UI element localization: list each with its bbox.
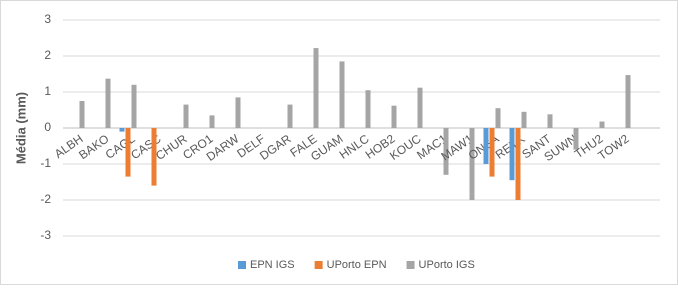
bar [339,61,345,128]
legend-swatch [238,261,246,269]
legend-label: UPorto IGS [419,259,475,271]
legend-swatch [314,261,323,269]
bar [183,104,189,128]
y-tick-label: 3 [44,12,51,26]
bar [287,104,293,128]
y-tick-label: -2 [40,192,51,206]
bar [313,48,319,128]
bar [443,128,449,175]
y-tick-label: -1 [40,156,51,170]
legend-label: EPN IGS [250,259,295,271]
legend-swatch [406,261,415,269]
y-axis-title: Média (mm) [13,92,28,164]
bar [235,97,241,128]
bar [495,108,501,128]
bar [125,128,131,177]
bar [391,105,397,128]
bar [119,128,125,132]
bar [131,84,137,128]
bar [483,128,489,164]
bar [547,114,553,128]
bar [573,128,579,150]
y-tick-label: 1 [44,84,51,98]
bar [469,128,475,200]
bar [599,121,605,128]
bar [417,87,423,128]
bar [515,128,521,200]
legend-label: UPorto EPN [327,259,387,271]
y-tick-label: -3 [40,228,51,242]
bar [521,111,527,128]
bar [79,101,85,128]
bar [489,128,495,177]
bar [625,75,631,128]
bar [365,90,371,128]
bar [151,128,157,186]
y-tick-label: 0 [44,120,51,134]
bar [209,115,215,128]
y-tick-label: 2 [44,48,51,62]
bar [509,128,515,181]
bar [105,78,111,128]
